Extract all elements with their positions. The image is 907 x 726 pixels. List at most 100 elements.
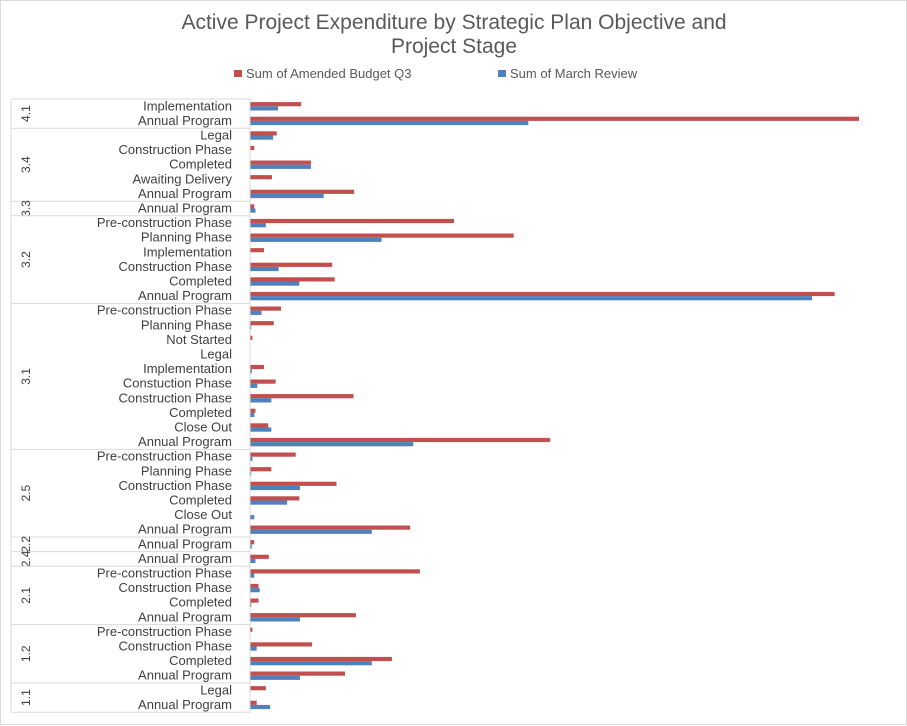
bar-amended-budget	[250, 583, 259, 589]
category-label: Implementation	[143, 361, 232, 376]
bar-amended-budget	[250, 131, 277, 136]
bar-march-review	[250, 193, 324, 199]
category-label: Pre-construction Phase	[97, 303, 232, 318]
category-label: Completed	[169, 595, 232, 610]
bar-march-review	[250, 427, 272, 432]
bar-amended-budget	[250, 145, 255, 151]
bar-march-review	[250, 471, 252, 476]
bar-amended-budget	[250, 671, 346, 676]
group-label: 3.2	[19, 251, 33, 268]
bar-amended-budget	[250, 642, 313, 647]
bar-amended-budget	[250, 175, 272, 180]
bar-march-review	[250, 120, 529, 126]
bar-march-review	[250, 398, 272, 403]
bar-march-review	[250, 588, 260, 593]
category-label: Construction Phase	[119, 259, 232, 274]
category-label: Construction Phase	[119, 580, 232, 595]
bar-amended-budget	[250, 540, 255, 545]
category-label: Not Started	[166, 332, 232, 347]
bar-march-review	[250, 164, 311, 169]
group-label: 2.1	[19, 587, 33, 604]
bar-march-review	[250, 296, 813, 301]
category-label: Completed	[169, 274, 232, 289]
category-label: Constuction Phase	[123, 376, 232, 391]
group-label: 3.3	[19, 200, 33, 217]
category-label: Construction Phase	[119, 639, 232, 654]
bar-amended-budget	[250, 204, 255, 209]
bar-amended-budget	[250, 248, 265, 253]
bar-amended-budget	[250, 525, 411, 530]
category-label: Legal	[200, 682, 232, 697]
group-label: 1.2	[19, 645, 33, 662]
bar-amended-budget	[250, 218, 455, 224]
bar-amended-budget	[250, 700, 257, 705]
bar-amended-budget	[250, 408, 256, 413]
group-label: 2.2	[19, 536, 33, 553]
bar-march-review	[250, 485, 300, 491]
category-label: Planning Phase	[141, 463, 232, 478]
category-label: Annual Program	[138, 536, 232, 551]
category-label: Annual Program	[138, 522, 232, 537]
bar-amended-budget	[250, 496, 300, 501]
bar-amended-budget	[250, 321, 274, 326]
bar-amended-budget	[250, 364, 265, 370]
group-label: 2.5	[19, 485, 33, 502]
group-label: 4.1	[19, 105, 33, 122]
bar-amended-budget	[250, 277, 335, 282]
bar-march-review	[250, 646, 257, 651]
bar-amended-budget	[250, 116, 859, 121]
bar-march-review	[250, 456, 253, 461]
bar-march-review	[250, 281, 300, 286]
chart-title-line: Project Stage	[391, 35, 517, 58]
category-label: Construction Phase	[119, 142, 232, 157]
bar-march-review	[250, 661, 372, 666]
bar-amended-budget	[250, 233, 514, 238]
bar-march-review	[250, 529, 372, 534]
category-label: Completed	[169, 653, 232, 668]
legend-entry: Sum of March Review	[510, 66, 638, 81]
bar-amended-budget	[250, 335, 253, 340]
bar-amended-budget	[250, 656, 392, 662]
bar-amended-budget	[250, 291, 835, 297]
category-label: Annual Program	[138, 551, 232, 566]
category-label: Construction Phase	[119, 390, 232, 405]
category-label: Pre-construction Phase	[97, 215, 232, 230]
bar-march-review	[250, 544, 252, 549]
category-label: Annual Program	[138, 201, 232, 216]
category-label: Annual Program	[138, 288, 232, 303]
bar-amended-budget	[250, 262, 333, 267]
category-label: Planning Phase	[141, 230, 232, 245]
category-label: Completed	[169, 493, 232, 508]
bar-amended-budget	[250, 189, 355, 194]
category-label: Annual Program	[138, 609, 232, 624]
category-label: Annual Program	[138, 186, 232, 201]
bar-march-review	[250, 704, 271, 710]
bar-march-review	[250, 266, 279, 272]
bar-march-review	[250, 369, 252, 374]
bar-march-review	[250, 106, 279, 111]
bar-amended-budget	[250, 554, 269, 559]
category-label: Pre-construction Phase	[97, 624, 232, 639]
bar-amended-budget	[250, 102, 302, 107]
category-label: Pre-construction Phase	[97, 566, 232, 581]
chart-legend: Sum of Amended Budget Q3 Sum of March Rev…	[234, 66, 638, 81]
bar-march-review	[250, 442, 414, 447]
bar-amended-budget	[250, 467, 272, 472]
bar-march-review	[250, 573, 255, 578]
category-label: Implementation	[143, 98, 232, 113]
bar-amended-budget	[250, 306, 282, 311]
category-label: Pre-construction Phase	[97, 449, 232, 464]
legend-entry: Sum of Amended Budget Q3	[246, 66, 412, 81]
group-label: 3.4	[19, 156, 33, 173]
legend-swatch	[498, 70, 506, 77]
category-label: Annual Program	[138, 113, 232, 128]
category-label: Construction Phase	[119, 478, 232, 493]
bar-amended-budget	[250, 160, 311, 165]
bar-march-review	[250, 515, 255, 520]
bar-amended-budget	[250, 481, 337, 486]
legend-swatch	[234, 70, 242, 77]
bar-march-review	[250, 310, 262, 315]
group-label: 2.4	[19, 550, 33, 567]
